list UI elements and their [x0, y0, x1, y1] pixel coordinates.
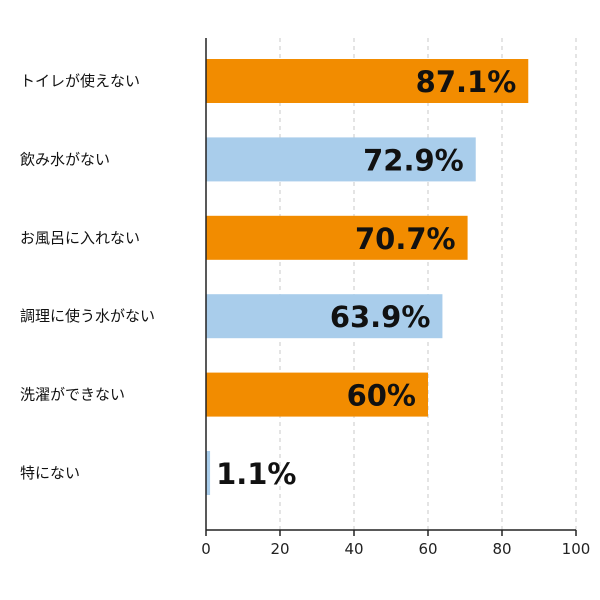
x-tick-label-60: 60	[418, 540, 437, 558]
bar-5	[206, 451, 211, 495]
category-label-5: 特にない	[20, 464, 80, 482]
bar-2	[206, 215, 468, 260]
category-label-1: 飲み水がない	[20, 150, 110, 168]
category-label-3: 調理に使う水がない	[20, 307, 155, 325]
x-tick-label-20: 20	[270, 540, 289, 558]
value-label-4: 60%	[347, 379, 416, 413]
value-label-5: 1.1%	[216, 457, 296, 491]
axis-layer: 0 20 40 60 80 100	[201, 38, 590, 558]
bars-layer	[206, 59, 529, 495]
x-tick-label-100: 100	[562, 540, 591, 558]
labels-layer: トイレが使えない 87.1% 飲み水がない 72.9% お風呂に入れない 70.7% 調理に…	[20, 65, 516, 491]
x-tick-label-80: 80	[492, 540, 511, 558]
category-label-4: 洗濯ができない	[20, 386, 125, 404]
value-label-0: 87.1%	[416, 65, 517, 99]
value-label-1: 72.9%	[363, 143, 464, 177]
category-label-2: お風呂に入れない	[20, 229, 140, 247]
bar-3	[206, 294, 443, 339]
x-tick-label-0: 0	[201, 540, 211, 558]
x-tick-label-40: 40	[344, 540, 363, 558]
category-label-0: トイレが使えない	[20, 72, 140, 90]
value-label-3: 63.9%	[330, 300, 431, 334]
bar-4	[206, 372, 428, 417]
bar-1	[206, 137, 476, 182]
bar-0	[206, 59, 529, 103]
grid-layer	[279, 38, 577, 530]
value-label-2: 70.7%	[355, 222, 456, 256]
